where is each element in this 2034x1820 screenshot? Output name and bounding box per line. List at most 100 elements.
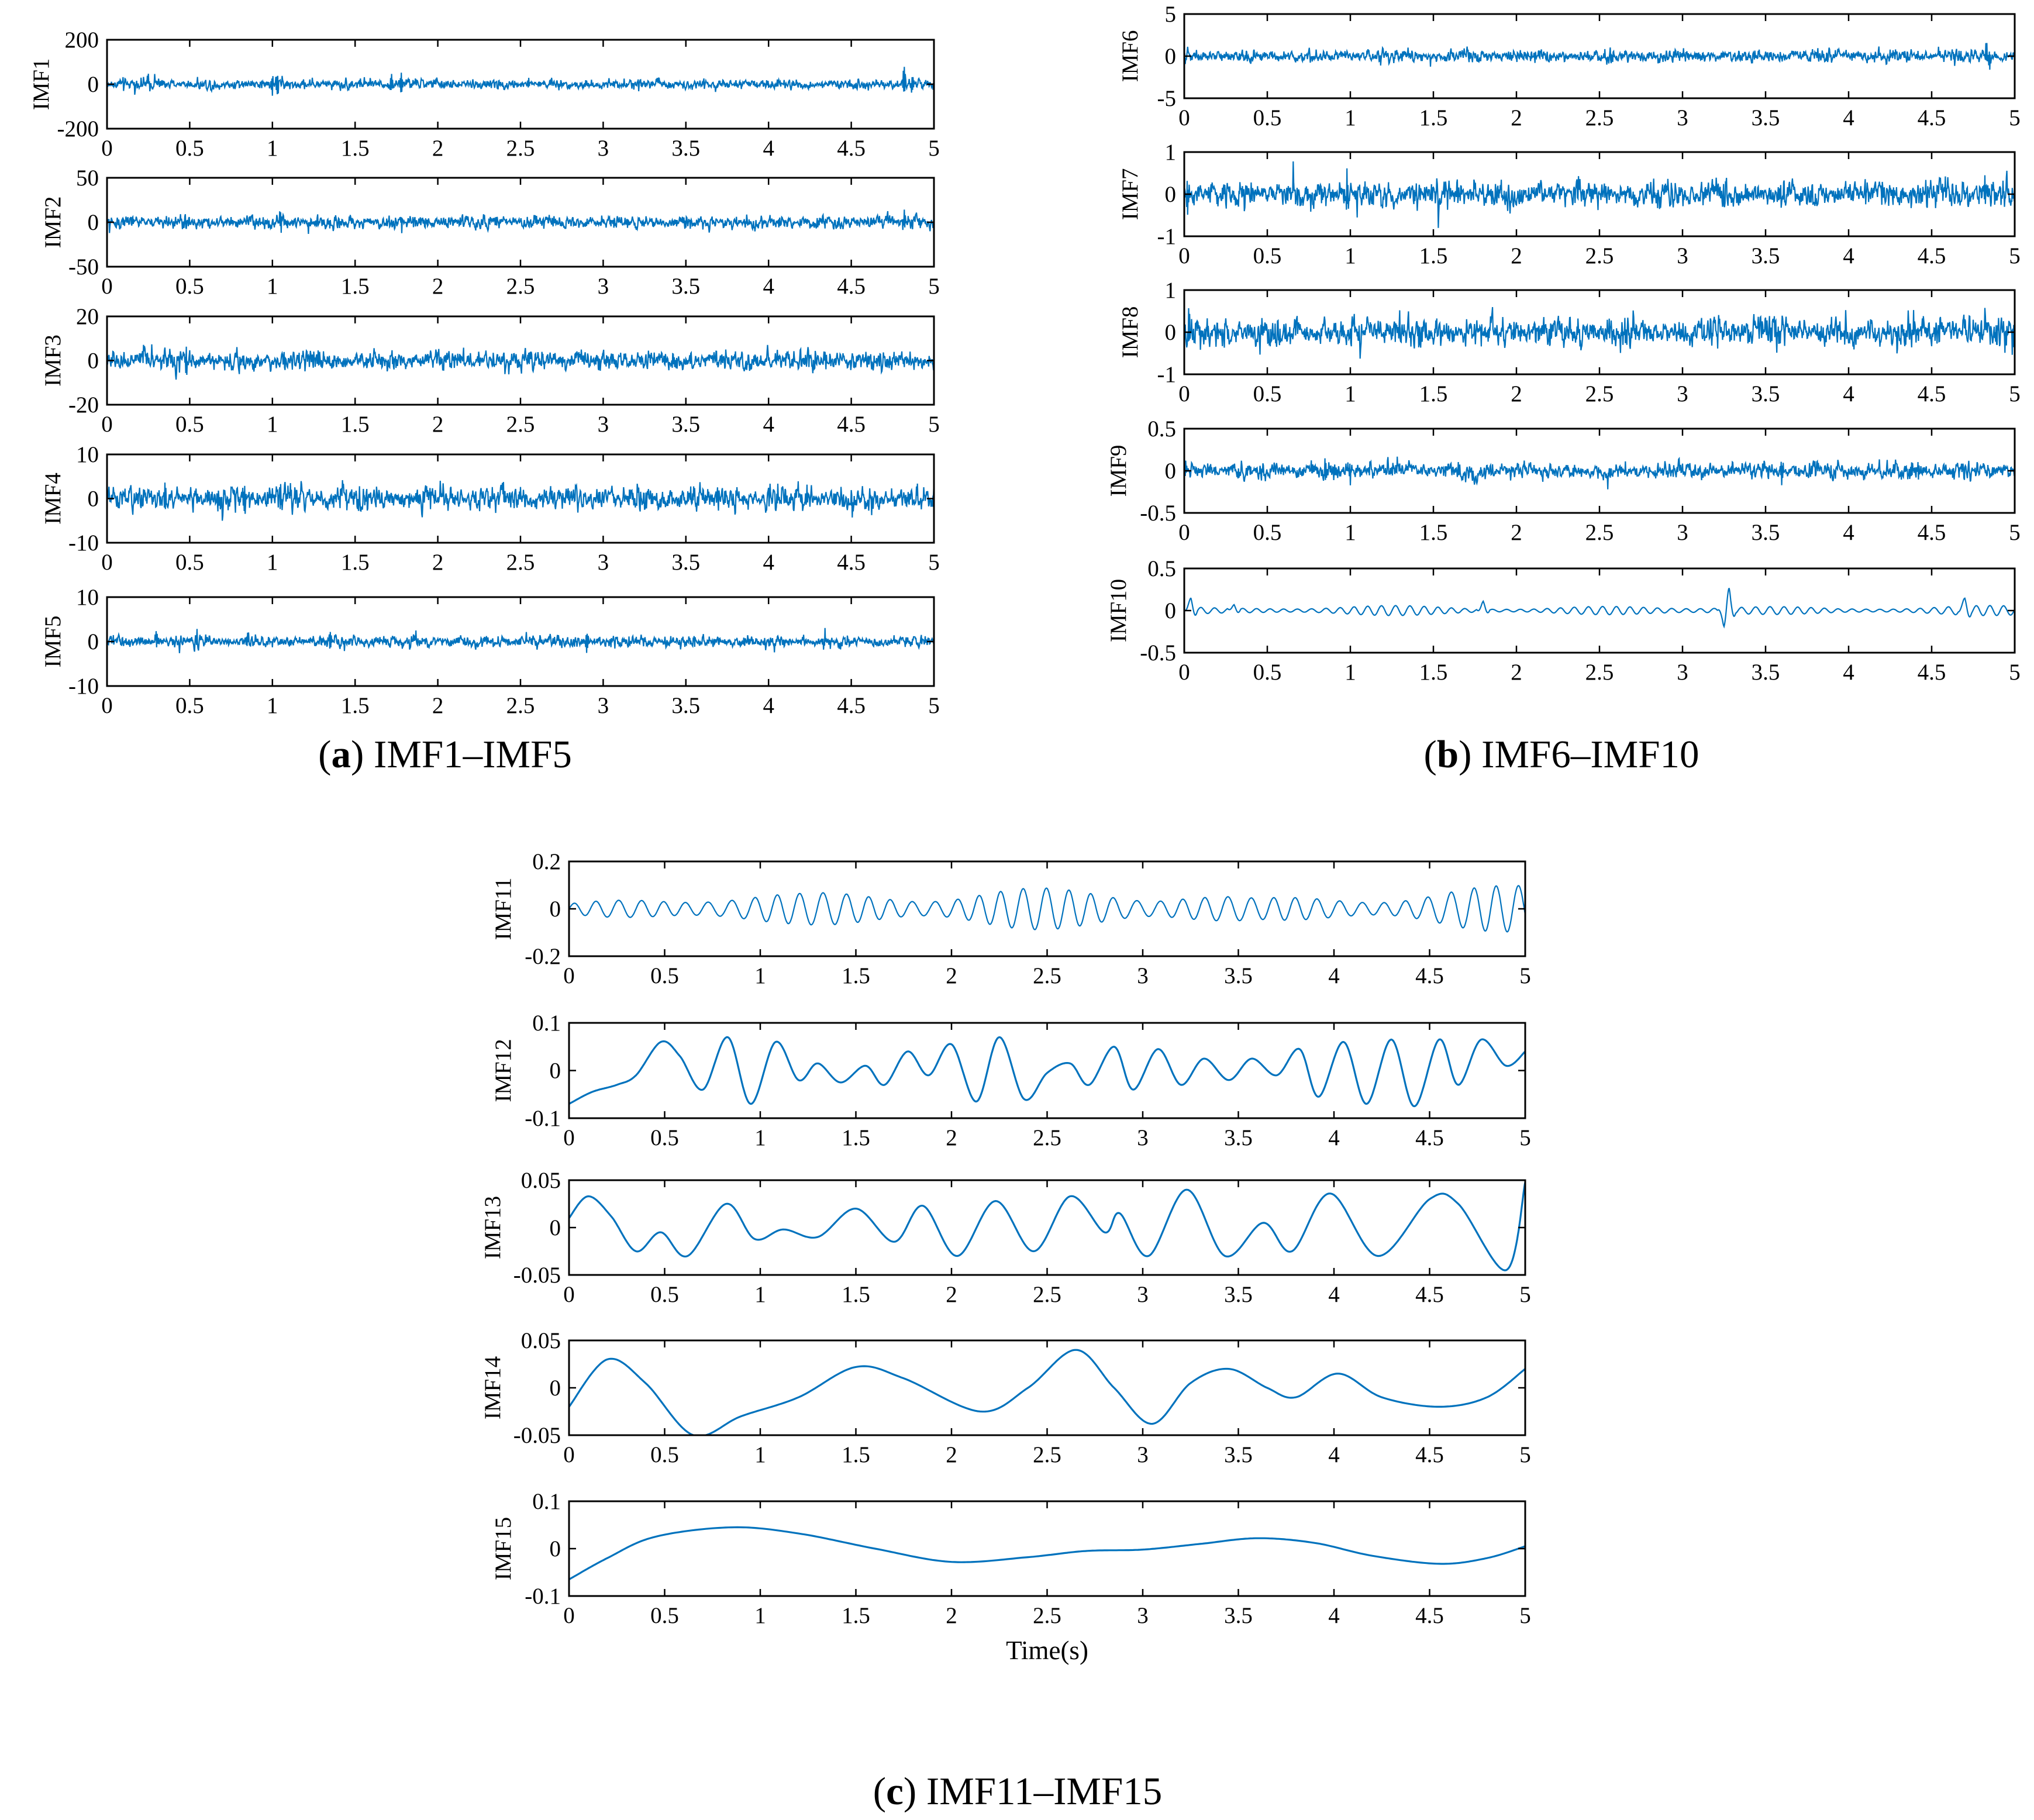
y-tick-label: -50	[68, 254, 99, 280]
x-tick-label: 2	[432, 693, 444, 718]
x-tick-label: 4.5	[1415, 1125, 1444, 1150]
x-tick-label: 1.5	[1419, 660, 1448, 685]
y-tick-label: 200	[65, 27, 99, 53]
y-axis-label: IMF3	[40, 335, 65, 387]
x-tick-label: 3.5	[1224, 1282, 1253, 1307]
y-axis-label: IMF4	[40, 473, 65, 525]
y-axis-label: IMF13	[480, 1196, 505, 1259]
series-line-imf5	[107, 628, 934, 653]
y-tick-label: 0.1	[532, 1489, 561, 1514]
x-tick-label: 3.5	[1752, 243, 1780, 268]
x-tick-label: 0.5	[1253, 105, 1282, 130]
x-tick-label: 3.5	[1752, 105, 1780, 130]
y-tick-label: 0	[88, 72, 99, 97]
x-tick-label: 4.5	[1918, 520, 1946, 545]
caption-a: (a) IMF1–IMF5	[318, 733, 572, 776]
x-tick-label: 0.5	[175, 274, 204, 299]
x-tick-label: 2	[1511, 105, 1522, 130]
x-tick-label: 2	[1511, 381, 1522, 406]
x-tick-label: 1	[1344, 243, 1356, 268]
y-tick-label: 1	[1165, 278, 1177, 303]
y-axis-label: IMF9	[1106, 445, 1131, 497]
y-tick-label: -0.5	[1140, 501, 1176, 526]
y-tick-label: -0.05	[513, 1423, 561, 1448]
x-tick-label: 4	[1328, 963, 1340, 988]
x-tick-label: 4.5	[837, 274, 866, 299]
y-tick-label: -0.2	[525, 944, 561, 969]
y-tick-label: 0	[1165, 44, 1177, 69]
axes-box	[568, 1179, 1526, 1276]
caption-b: (b) IMF6–IMF10	[1424, 733, 1699, 776]
y-tick-label: 0	[1165, 320, 1177, 345]
x-tick-label: 2.5	[506, 412, 535, 437]
axes-box	[568, 1339, 1526, 1436]
x-tick-label: 3.5	[1224, 963, 1253, 988]
y-tick-label: 0.5	[1147, 556, 1176, 581]
x-tick-label: 3.5	[1224, 1603, 1253, 1628]
y-tick-label: -10	[68, 530, 99, 556]
x-tick-label: 4.5	[1415, 1442, 1444, 1467]
x-tick-label: 1	[267, 412, 278, 437]
x-tick-label: 3	[1677, 105, 1688, 130]
x-tick-label: 5	[1519, 1282, 1531, 1307]
x-tick-label: 0.5	[650, 1603, 679, 1628]
x-tick-label: 2.5	[506, 274, 535, 299]
x-tick-label: 3	[1137, 1125, 1149, 1150]
x-tick-label: 0.5	[1253, 520, 1282, 545]
y-tick-label: 10	[76, 585, 99, 610]
y-tick-label: -0.5	[1140, 640, 1176, 666]
x-tick-label: 3	[1137, 1442, 1149, 1467]
x-tick-label: 3.5	[1752, 660, 1780, 685]
y-tick-label: -0.1	[525, 1106, 561, 1131]
x-tick-label: 5	[928, 412, 940, 437]
y-axis-label: IMF10	[1106, 579, 1131, 642]
y-tick-label: 0.05	[521, 1168, 561, 1193]
series-line-imf14	[569, 1349, 1525, 1435]
x-tick-label: 3.5	[671, 693, 700, 718]
x-tick-label: 1.5	[1419, 105, 1448, 130]
y-axis-label: IMF8	[1118, 306, 1143, 359]
y-tick-label: 0	[88, 629, 99, 654]
x-tick-label: 1	[267, 550, 278, 575]
x-tick-label: 3.5	[1224, 1442, 1253, 1467]
series-line-imf8	[1184, 307, 2015, 359]
x-tick-label: 1.5	[842, 1125, 870, 1150]
y-axis-label: IMF6	[1118, 30, 1143, 82]
x-tick-label: 4	[763, 550, 774, 575]
y-axis-label: IMF7	[1118, 168, 1143, 220]
x-tick-label: 0.5	[650, 963, 679, 988]
x-tick-label: 4	[1843, 243, 1854, 268]
x-tick-label: 0.5	[175, 693, 204, 718]
x-tick-label: 4.5	[837, 550, 866, 575]
y-tick-label: 0	[550, 1059, 561, 1084]
x-tick-label: 3	[598, 412, 609, 437]
x-tick-label: 4.5	[837, 412, 866, 437]
x-tick-label: 2	[946, 1603, 957, 1628]
x-tick-label: 1	[754, 1442, 766, 1467]
x-tick-label: 4.5	[837, 693, 866, 718]
x-tick-label: 5	[1519, 963, 1531, 988]
x-tick-label: 3	[598, 274, 609, 299]
x-tick-label: 0.5	[1253, 381, 1282, 406]
x-tick-label: 0	[101, 412, 113, 437]
x-tick-label: 5	[2009, 520, 2021, 545]
x-tick-label: 1	[754, 1125, 766, 1150]
x-tick-label: 4.5	[1918, 243, 1946, 268]
series-line-imf11	[569, 885, 1525, 933]
x-tick-label: 0.5	[1253, 660, 1282, 685]
x-tick-label: 1.5	[842, 1603, 870, 1628]
y-tick-label: 20	[76, 304, 99, 329]
y-tick-label: 5	[1165, 2, 1177, 27]
x-tick-label: 3.5	[671, 274, 700, 299]
x-tick-label: 3.5	[1752, 520, 1780, 545]
x-tick-label: 5	[928, 693, 940, 718]
x-tick-label: 3	[1677, 520, 1688, 545]
y-tick-label: -200	[57, 116, 99, 142]
x-tick-label: 2.5	[506, 693, 535, 718]
y-tick-label: 0.05	[521, 1328, 561, 1353]
x-tick-label: 2	[946, 1282, 957, 1307]
x-tick-label: 0.5	[650, 1125, 679, 1150]
